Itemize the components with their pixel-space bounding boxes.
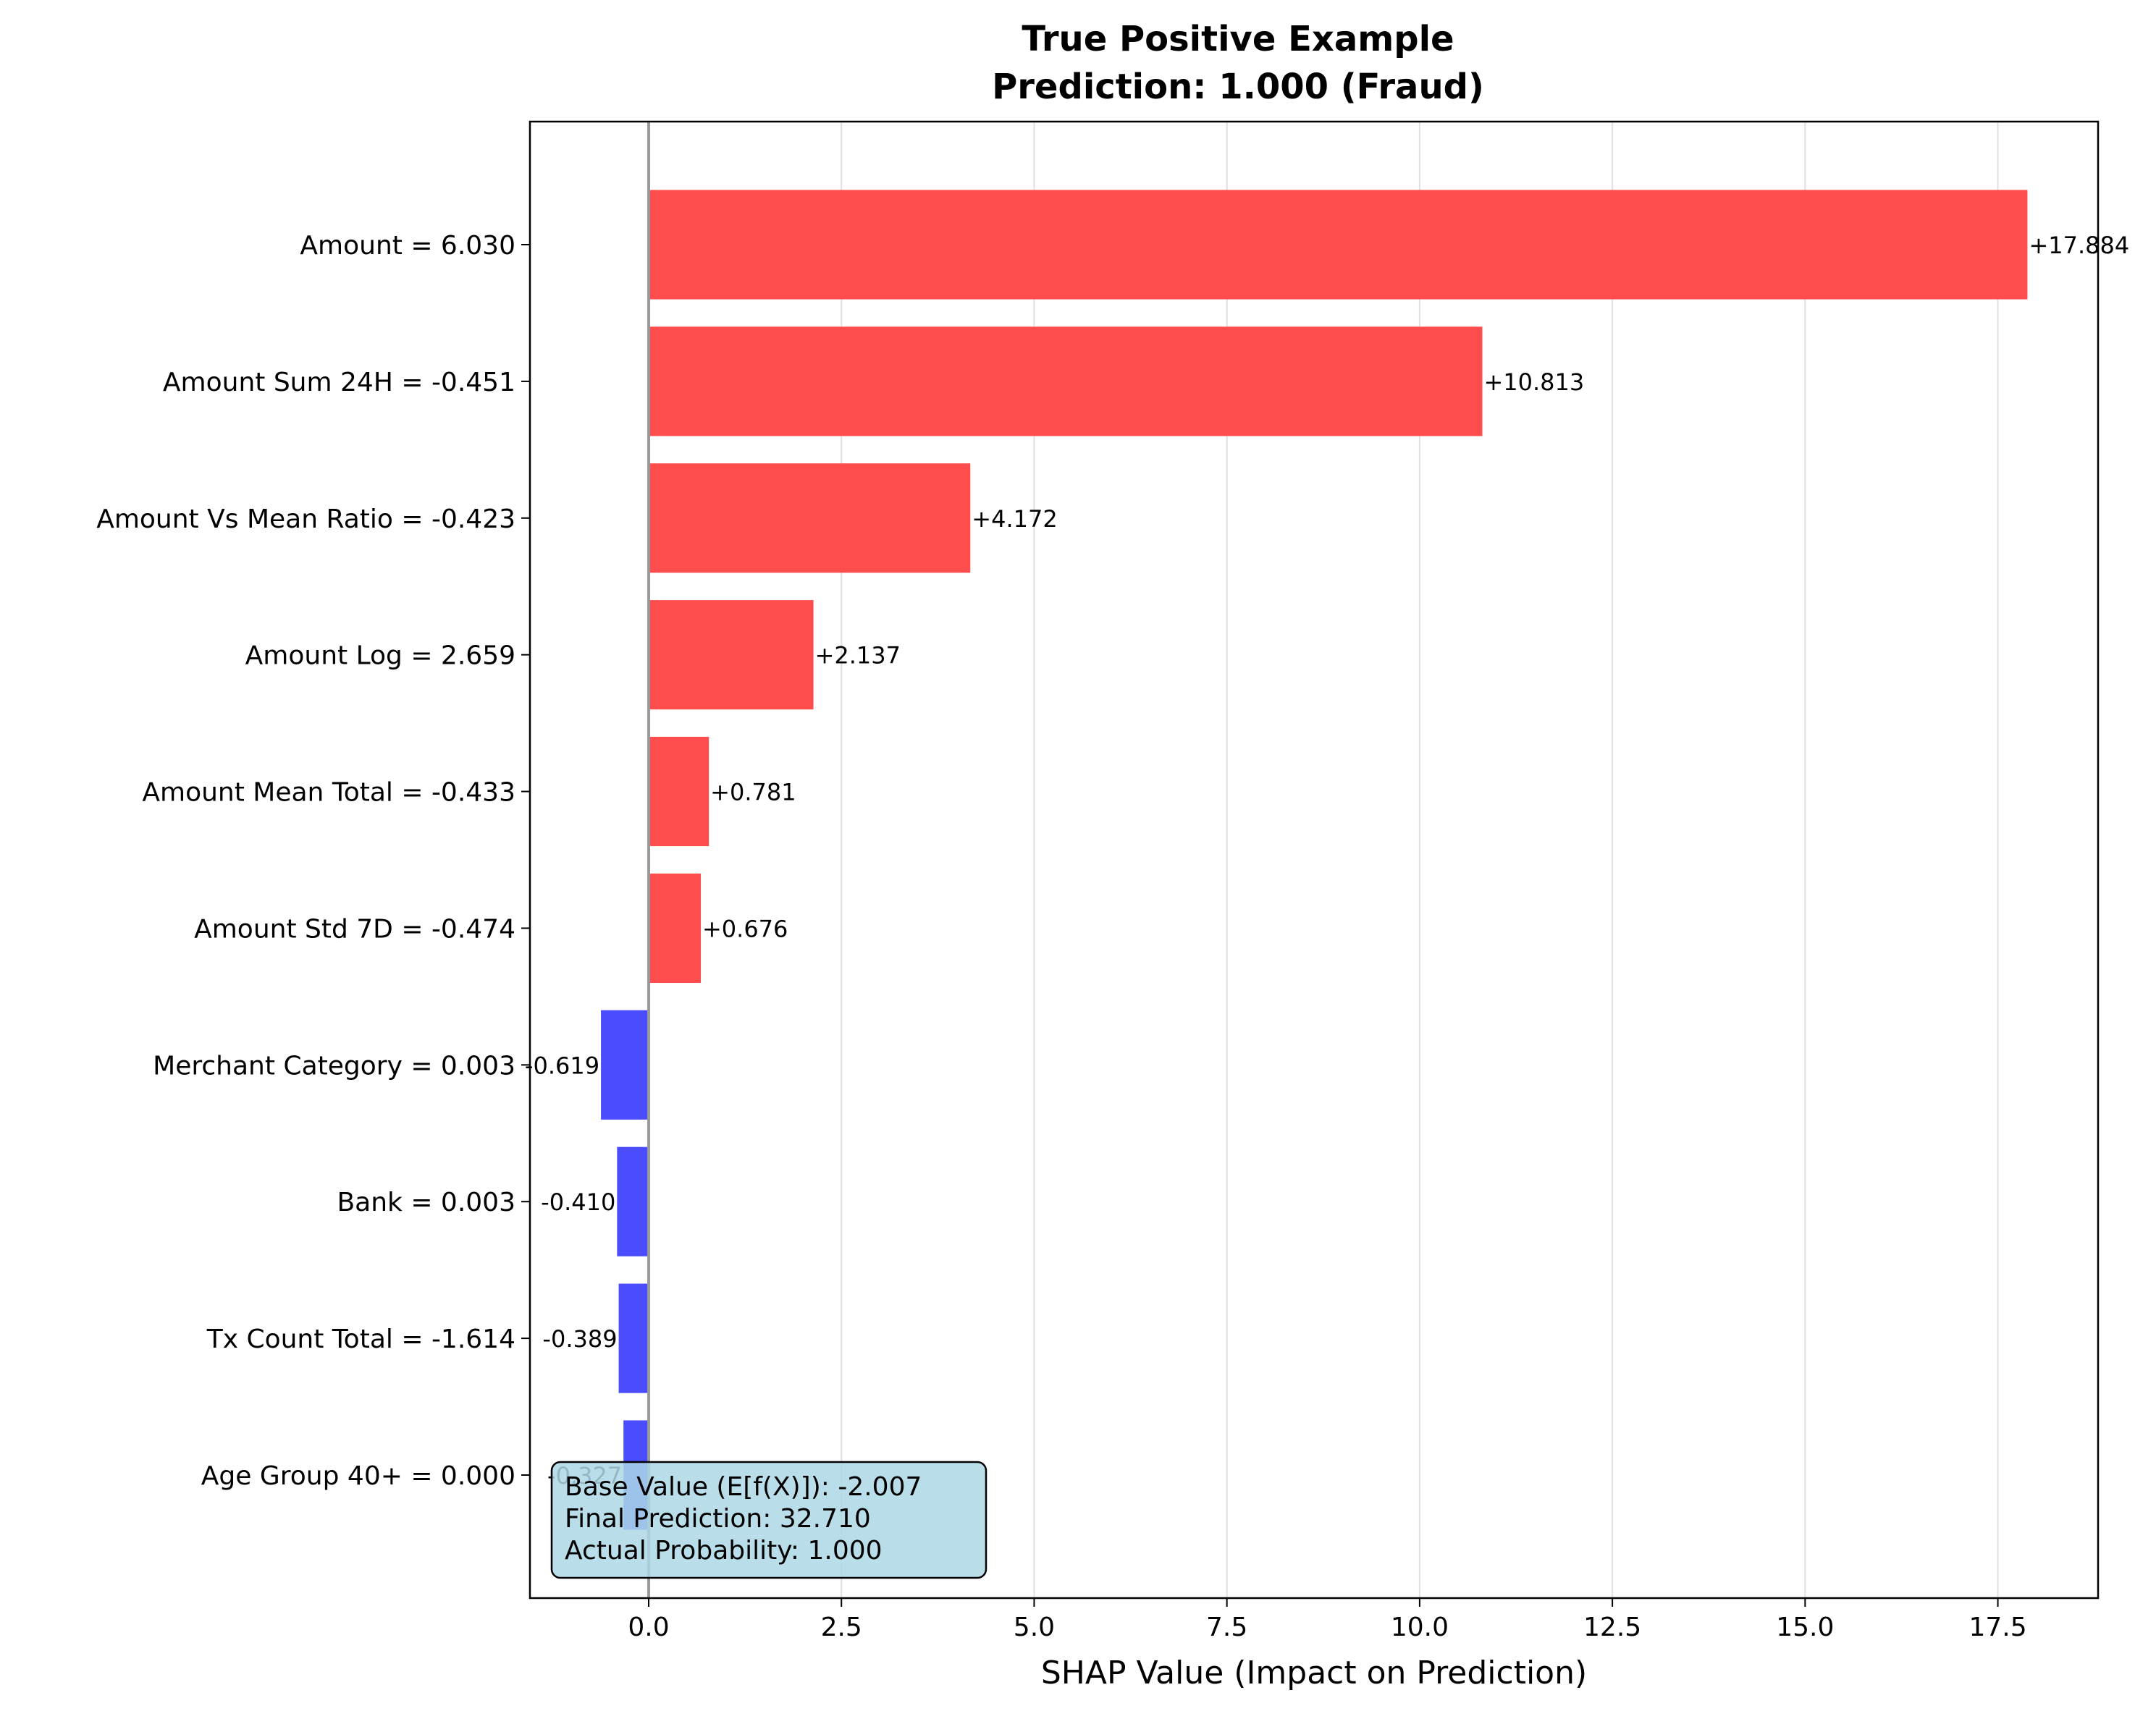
bars <box>601 190 2028 1530</box>
y-tick-label: Amount Std 7D = -0.474 <box>194 914 515 944</box>
plot-frame <box>529 120 2100 1600</box>
y-tick-label: Age Group 40+ = 0.000 <box>201 1461 515 1491</box>
bar-value-label: +4.172 <box>972 505 1057 533</box>
y-tick-label: Amount Vs Mean Ratio = -0.423 <box>96 504 515 534</box>
bar <box>648 326 1483 436</box>
x-ticks: 0.0 2.5 5.0 7.5 10.0 12.5 15.0 17.5 <box>628 1598 2027 1642</box>
bar-value-label: -0.619 <box>525 1052 599 1079</box>
y-tick-label: Merchant Category = 0.003 <box>153 1051 515 1081</box>
bar-value-label: +0.781 <box>710 779 796 806</box>
bar <box>617 1146 649 1256</box>
x-tick-label: 5.0 <box>1014 1613 1055 1642</box>
bar <box>648 737 709 847</box>
x-tick-label: 2.5 <box>821 1613 862 1642</box>
info-box: Base Value (E[f(X)]): -2.007 Final Predi… <box>550 1461 988 1579</box>
x-tick-label: 17.5 <box>1968 1613 2026 1642</box>
x-tick-label: 0.0 <box>628 1613 669 1642</box>
y-tick-label: Bank = 0.003 <box>337 1188 515 1217</box>
y-tick-label: Tx Count Total = -1.614 <box>206 1325 515 1354</box>
bar-value-label: +17.884 <box>2029 232 2129 259</box>
x-tick-label: 7.5 <box>1206 1613 1247 1642</box>
info-box-background <box>550 1461 988 1579</box>
bar <box>648 463 971 573</box>
y-ticks: Amount = 6.030 Amount Sum 24H = -0.451 Amo… <box>96 231 530 1491</box>
y-tick-label: Amount Sum 24H = -0.451 <box>163 368 515 397</box>
info-final-prediction: Final Prediction: 32.710 <box>565 1504 871 1534</box>
y-tick-label: Amount = 6.030 <box>300 231 515 261</box>
chart-title-line2: Prediction: 1.000 (Fraud) <box>992 67 1484 107</box>
info-base-value: Base Value (E[f(X)]): -2.007 <box>565 1472 922 1502</box>
y-tick-label: Amount Log = 2.659 <box>245 641 515 671</box>
bar-value-label: +10.813 <box>1483 368 1584 396</box>
x-tick-label: 15.0 <box>1776 1613 1834 1642</box>
bar-value-label: +0.676 <box>702 915 788 942</box>
x-tick-label: 12.5 <box>1583 1613 1641 1642</box>
x-axis-label: SHAP Value (Impact on Prediction) <box>1041 1655 1587 1691</box>
bar-value-label: -0.389 <box>542 1325 617 1353</box>
info-actual-probability: Actual Probability: 1.000 <box>565 1536 883 1566</box>
bar <box>618 1283 649 1393</box>
bar-value-label: +2.137 <box>815 642 901 669</box>
bar <box>601 1010 649 1120</box>
y-tick-label: Amount Mean Total = -0.433 <box>142 778 515 808</box>
bar <box>648 600 814 710</box>
bar <box>648 190 2028 300</box>
chart-title-line1: True Positive Example <box>1022 19 1454 59</box>
x-tick-label: 10.0 <box>1391 1613 1449 1642</box>
bar-value-label: -0.410 <box>541 1188 615 1216</box>
bar <box>648 873 701 983</box>
